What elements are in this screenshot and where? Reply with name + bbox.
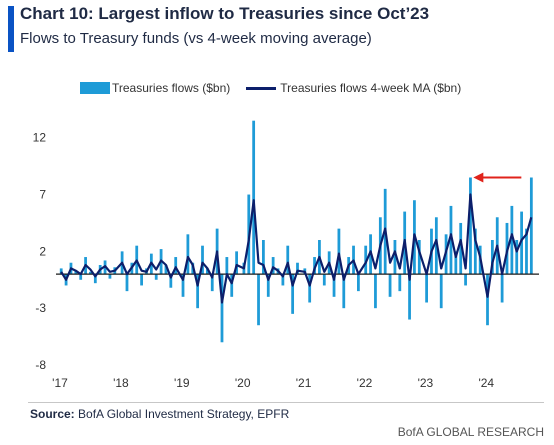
- flow-bar: [220, 274, 224, 343]
- flow-bar: [262, 240, 265, 275]
- flow-bar: [59, 268, 63, 275]
- y-tick-label: -8: [35, 358, 46, 372]
- source-text: BofA Global Investment Strategy, EPFR: [74, 407, 290, 421]
- flows-chart: 12 7 2 -3 -8 '17 '18 '19 '20 '21 '22 '23 '24: [33, 120, 539, 390]
- flow-bar: [169, 274, 173, 288]
- flow-bar: [464, 274, 467, 286]
- flow-bar: [342, 274, 346, 309]
- flow-bar: [140, 274, 143, 286]
- x-tick-label: '24: [478, 376, 494, 390]
- x-tick-label: '18: [113, 376, 129, 390]
- flow-bar: [271, 257, 275, 275]
- y-tick-label: 12: [33, 131, 47, 145]
- flow-bar: [322, 274, 326, 286]
- flow-bar: [225, 257, 229, 275]
- flow-bar: [337, 228, 341, 275]
- flow-bar: [286, 245, 290, 275]
- flow-bar: [357, 274, 360, 292]
- chart-title: Chart 10: Largest inflow to Treasuries s…: [20, 4, 430, 23]
- flow-bar: [230, 274, 234, 297]
- flow-bar: [393, 240, 397, 275]
- flow-bar: [529, 177, 533, 275]
- x-tick-label: '23: [418, 376, 434, 390]
- flow-bar: [257, 274, 260, 326]
- flow-bar: [525, 228, 528, 275]
- flow-bar: [469, 177, 472, 275]
- flow-bar: [374, 274, 377, 309]
- flow-bar: [454, 251, 458, 275]
- flow-bar: [515, 240, 519, 275]
- flow-bar: [125, 274, 129, 292]
- flow-bar: [79, 274, 83, 280]
- flow-bar: [93, 274, 97, 284]
- flow-bar: [364, 245, 368, 275]
- x-tick-label: '17: [52, 376, 68, 390]
- footer-divider: [28, 402, 544, 403]
- flow-bar: [281, 274, 285, 286]
- flow-bar: [266, 274, 270, 297]
- flow-bar: [449, 205, 453, 275]
- flow-bar: [252, 120, 256, 275]
- flow-bar: [296, 262, 299, 275]
- x-tick-label: '21: [296, 376, 312, 390]
- flow-bar: [332, 274, 336, 297]
- flow-bar: [154, 274, 158, 280]
- chart-subtitle: Flows to Treasury funds (vs 4-week movin…: [20, 30, 372, 47]
- chart-legend: Treasuries flows ($bn) Treasuries flows …: [80, 81, 461, 95]
- flow-bar: [425, 274, 428, 303]
- flow-bar: [510, 205, 514, 275]
- legend-line-label: Treasuries flows 4-week MA ($bn): [280, 81, 462, 95]
- legend-bar-swatch: [80, 82, 110, 94]
- flow-bar: [164, 265, 168, 275]
- flow-bar: [313, 257, 316, 275]
- flow-bar: [210, 274, 214, 292]
- flow-bar: [500, 274, 504, 303]
- flow-bar: [108, 274, 112, 279]
- x-tick-label: '20: [235, 376, 251, 390]
- flow-bar: [398, 274, 402, 292]
- flow-bar: [291, 274, 295, 314]
- x-tick-label: '22: [357, 376, 373, 390]
- flow-bar: [308, 274, 312, 303]
- x-tick-label: '19: [174, 376, 190, 390]
- flow-bar: [520, 211, 523, 275]
- flow-bar: [486, 274, 489, 326]
- flow-bar: [473, 228, 477, 275]
- flow-bar: [235, 251, 238, 275]
- y-tick-label: 7: [39, 188, 46, 202]
- legend-line-swatch: [246, 86, 277, 90]
- source-label: Source:: [30, 407, 75, 421]
- flow-bar: [459, 222, 463, 275]
- flow-bar: [74, 270, 78, 275]
- title-accent-bar: [8, 6, 14, 52]
- moving-average-line: [60, 193, 533, 304]
- flow-bar: [201, 245, 204, 275]
- y-tick-label: 2: [39, 244, 46, 258]
- y-tick-label: -3: [35, 301, 46, 315]
- annotation-arrow-head: [473, 172, 484, 183]
- flow-bar: [186, 234, 190, 275]
- brand-footer: BofA GLOBAL RESEARCH: [397, 425, 544, 439]
- flow-bar: [196, 274, 200, 309]
- flow-bar: [388, 274, 392, 297]
- legend-bars-label: Treasuries flows ($bn): [112, 81, 231, 95]
- flow-bar: [205, 268, 209, 275]
- flow-bar: [181, 274, 185, 297]
- flow-bar: [439, 274, 443, 309]
- flow-bar: [408, 274, 411, 320]
- flow-bar: [174, 257, 178, 275]
- flow-bar: [490, 240, 494, 275]
- flow-bar: [417, 240, 421, 275]
- source-note: Source: BofA Global Investment Strategy,…: [30, 407, 289, 421]
- flow-bar: [89, 271, 92, 275]
